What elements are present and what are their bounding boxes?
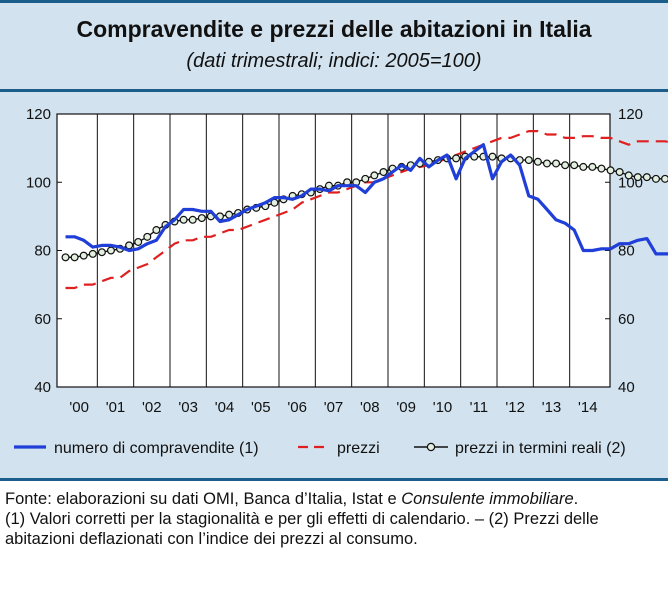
series-point [61,253,70,262]
legend-marker [426,442,436,452]
series-point [561,161,570,170]
plot-background [56,113,611,388]
series-point [579,162,588,171]
series-point [97,248,106,257]
y-tick-label-right: 80 [618,243,635,260]
series-point [542,159,551,168]
series-point [570,161,579,170]
y-tick-label-left: 40 [34,379,51,396]
chart-subtitle: (dati trimestrali; indici: 2005=100) [186,50,482,72]
series-point [651,174,660,183]
series-point [379,168,388,177]
y-tick-label-left: 60 [34,311,51,328]
series-point [79,251,88,260]
series-point [552,159,561,168]
x-tick-label: '02 [142,399,162,416]
series-point [633,173,642,182]
series-point [588,162,597,171]
x-tick-label: '05 [251,399,271,416]
y-tick-label-right: 120 [618,106,643,123]
series-point [106,246,115,255]
x-tick-label: '08 [360,399,380,416]
source-italic: Consulente immobiliare [401,490,574,508]
x-tick-label: '11 [470,399,488,416]
footnote: (1) Valori corretti per la stagionalità … [5,510,599,548]
x-tick-label: '13 [542,399,562,416]
header-rule [0,89,668,92]
source-suffix: . [573,490,579,508]
series-point [197,214,206,223]
series-point [533,157,542,166]
series-line [65,143,668,256]
x-tick-label: '14 [578,399,598,416]
year-gridlines [96,114,571,387]
series-point [488,152,497,161]
top-rule [0,0,668,3]
plot-area [56,113,611,388]
series-point [143,232,152,241]
y-tick-label-left: 120 [26,106,51,123]
y-axis-left: 40 60 80 100 120 [26,106,62,396]
x-tick-label: '10 [433,399,453,416]
x-tick-label: '09 [396,399,416,416]
series-point [370,171,379,180]
y-tick-label-left: 80 [34,243,51,260]
x-tick-label: '12 [505,399,525,416]
series-point [188,215,197,224]
series-point [606,166,615,175]
series-point [615,168,624,177]
legend-label: numero di compravendite (1) [54,440,259,457]
series-point [361,174,370,183]
series-point [624,171,633,180]
panel-bottom-rule [0,478,668,481]
series-point [642,173,651,182]
series-point [452,154,461,163]
notes: Fonte: elaborazioni su dati OMI, Banca d… [5,489,665,549]
y-tick-label-right: 60 [618,311,635,328]
series-point [661,174,668,183]
x-axis: '00 '01 '02 '03 '04 '05 '06 '07 '08 '09 '10 '11 '12 '… [69,399,597,416]
source-prefix: Fonte: elaborazioni su dati OMI, Banca d… [5,490,402,508]
legend-label: prezzi in termini reali (2) [455,440,626,457]
legend-label: prezzi [337,440,380,457]
x-tick-label: '03 [178,399,198,416]
chart-title: Compravendite e prezzi delle abitazioni … [76,16,592,42]
x-tick-label: '04 [215,399,235,416]
series-point [70,253,79,262]
x-tick-label: '01 [106,399,126,416]
series-point [597,164,606,173]
x-tick-label: '06 [287,399,307,416]
series-point [179,215,188,224]
y-tick-label-right: 40 [618,379,635,396]
series-point [134,237,143,246]
source-note: Fonte: elaborazioni su dati OMI, Banca d… [5,489,665,509]
y-tick-label-left: 100 [26,174,51,191]
series-point [88,249,97,258]
x-tick-label: '00 [69,399,89,416]
x-tick-label: '07 [324,399,344,416]
legend: numero di compravendite (1) prezzi prezzi … [14,440,626,457]
series-point [125,241,134,250]
series-line [65,129,668,290]
series-point [152,226,161,235]
series-point [524,156,533,165]
series-layer [61,129,668,290]
